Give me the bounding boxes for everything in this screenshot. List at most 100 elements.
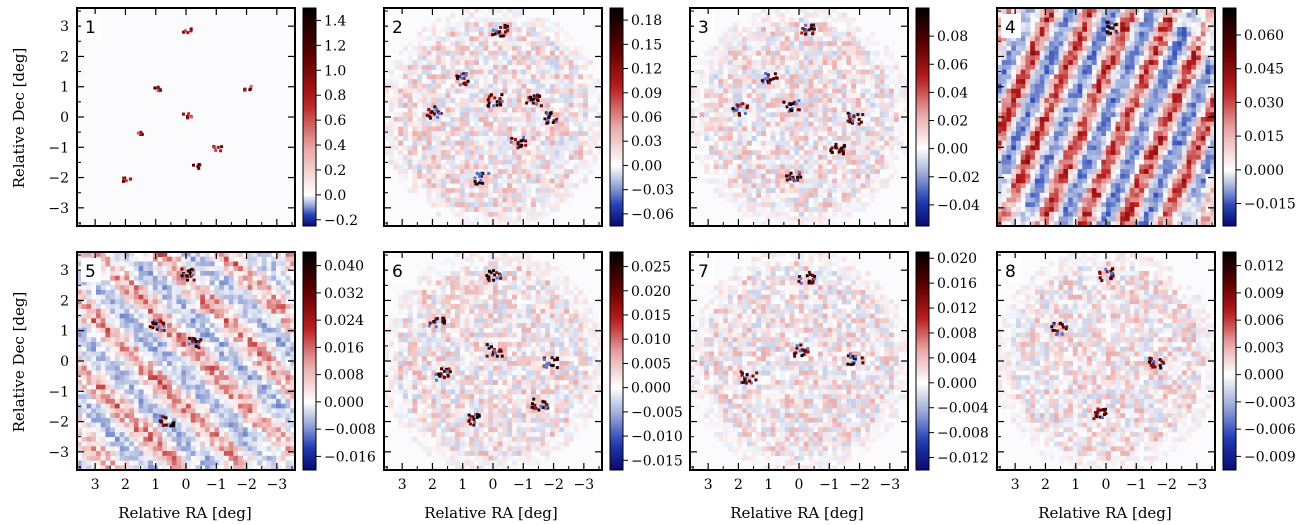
colorbar-tick-label: −0.06 — [631, 207, 674, 223]
colorbar-bar-5 — [303, 252, 316, 470]
colorbar-tick-label: 0.012 — [937, 301, 977, 317]
panel-label-3: 3 — [698, 18, 709, 38]
colorbar-bar-3 — [916, 8, 929, 226]
colorbar-tick-label: 1.4 — [324, 13, 346, 29]
y-tick-label: 2 — [60, 293, 69, 309]
x-tick-label: 1 — [458, 477, 467, 493]
colorbar-tick-label: 0.18 — [631, 13, 662, 29]
heatmap-image-1 — [77, 8, 295, 226]
x-tick-label: −1 — [513, 477, 534, 493]
x-tick-label: −2 — [543, 477, 564, 493]
colorbar-tick-label: 0.010 — [631, 332, 671, 348]
x-tick-label: −2 — [1156, 477, 1177, 493]
x-tick-label: −1 — [819, 477, 840, 493]
colorbar-tick-label: 0.09 — [631, 86, 662, 102]
colorbar-tick-label: 0.045 — [1244, 62, 1284, 78]
colorbar-tick-label: −0.005 — [631, 405, 683, 421]
colorbar-bar-2 — [610, 8, 623, 226]
colorbar-tick-label: 0.00 — [937, 142, 968, 158]
colorbar-tick-label: 0.000 — [631, 381, 671, 397]
x-tick-label: 2 — [1041, 477, 1050, 493]
colorbar-tick-label: 0.040 — [324, 259, 364, 275]
y-axis-label-row1: Relative Dec [deg] — [10, 48, 28, 189]
x-tick-label: −3 — [1187, 477, 1208, 493]
colorbar-tick-label: −0.03 — [631, 183, 674, 199]
colorbar-5: 0.0400.0320.0240.0160.0080.000−0.008−0.0… — [303, 252, 376, 470]
colorbar-tick-label: −0.015 — [1244, 197, 1296, 213]
y-tick-label: −2 — [48, 415, 69, 431]
colorbar-tick-label: 0.006 — [1244, 313, 1284, 329]
x-tick-label: −3 — [267, 477, 288, 493]
heatmap-image-4 — [997, 8, 1215, 226]
panel-6: 3 2 1 0 −1 −2 −36 0.0250.0200.0150.0100.0050.00… — [384, 252, 683, 493]
panel-3: 3 0.08 0.06 0.04 0.02 0.00 −0.02 −0.04 — [690, 8, 980, 226]
colorbar-tick-label: 0.2 — [324, 163, 346, 179]
x-tick-label: 3 — [704, 477, 713, 493]
x-tick-label: 1 — [1071, 477, 1080, 493]
colorbar-tick-label: 0.0 — [324, 188, 346, 204]
colorbar-tick-label: 0.020 — [631, 284, 671, 300]
heatmap-image-6 — [384, 252, 602, 470]
colorbar-tick-label: −0.004 — [937, 401, 989, 417]
y-tick-label: 3 — [60, 19, 69, 35]
colorbar-bar-7 — [916, 252, 929, 470]
heatmap-image-2 — [384, 8, 602, 226]
colorbar-tick-label: 0.015 — [1244, 129, 1284, 145]
colorbar-tick-label: 0.000 — [1244, 368, 1284, 384]
colorbar-tick-label: 0.030 — [1244, 95, 1284, 111]
colorbar-tick-label: 0.00 — [631, 158, 662, 174]
colorbar-tick-label: 0.012 — [1244, 259, 1284, 275]
heatmap-image-3 — [690, 8, 908, 226]
panel-label-5: 5 — [85, 262, 96, 282]
x-axis-label-col4: Relative RA [deg] — [1038, 504, 1172, 522]
colorbar-tick-label: −0.015 — [631, 453, 683, 469]
colorbar-tick-label: −0.009 — [1244, 449, 1296, 465]
panel-label-7: 7 — [698, 262, 709, 282]
colorbar-tick-label: 0.02 — [937, 114, 968, 130]
y-tick-label: 1 — [60, 80, 69, 96]
colorbar-tick-label: 0.4 — [324, 138, 346, 154]
colorbar-tick-label: 0.016 — [937, 276, 977, 292]
x-tick-label: 3 — [91, 477, 100, 493]
colorbar-tick-label: −0.02 — [937, 170, 980, 186]
x-tick-label: −3 — [574, 477, 595, 493]
heatmap-image-7 — [690, 252, 908, 470]
colorbar-4: 0.060 0.045 0.030 0.015 0.000 −0.015 — [1223, 8, 1296, 226]
colorbar-tick-label: −0.003 — [1244, 395, 1296, 411]
colorbar-tick-label: 0.08 — [937, 29, 968, 45]
x-tick-label: 2 — [734, 477, 743, 493]
colorbar-tick-label: 0.06 — [631, 110, 662, 126]
y-tick-label: −3 — [48, 445, 69, 461]
colorbar-tick-label: 1.2 — [324, 38, 346, 54]
colorbar-tick-label: 0.03 — [631, 134, 662, 150]
colorbar-tick-label: 0.016 — [324, 340, 364, 356]
heatmap-image-8 — [997, 252, 1215, 470]
panel-8: 3 2 1 0 −1 −2 −3 8 0.012 0.009 0.006 0.003 0.000 −0.0… — [997, 252, 1296, 493]
panel-4: 4 0.060 0.045 0.030 0.015 0.000 −0.015 — [997, 8, 1296, 226]
colorbar-tick-label: 0.025 — [631, 260, 671, 276]
colorbar-tick-label: −0.006 — [1244, 422, 1296, 438]
colorbar-tick-label: 1.0 — [324, 63, 346, 79]
y-tick-label: −1 — [48, 140, 69, 156]
colorbar-bar-1 — [303, 8, 316, 226]
y-tick-label: 0 — [60, 110, 69, 126]
colorbar-tick-label: −0.008 — [324, 422, 376, 438]
colorbar-tick-label: 0.004 — [937, 351, 977, 367]
colorbar-tick-label: 0.009 — [1244, 286, 1284, 302]
x-tick-label: −2 — [849, 477, 870, 493]
heatmap-image-5 — [77, 252, 295, 470]
y-tick-label: 0 — [60, 354, 69, 370]
y-tick-label: −2 — [48, 171, 69, 187]
colorbar-tick-label: 0.000 — [324, 395, 364, 411]
y-tick-label: −1 — [48, 384, 69, 400]
colorbar-tick-label: 0.000 — [1244, 163, 1284, 179]
colorbar-tick-label: −0.2 — [324, 213, 358, 229]
colorbar-tick-label: 0.060 — [1244, 28, 1284, 44]
colorbar-tick-label: 0.04 — [937, 85, 968, 101]
colorbar-tick-label: 0.024 — [324, 313, 364, 329]
colorbar-tick-label: −0.010 — [631, 429, 683, 445]
x-tick-label: 0 — [1102, 477, 1111, 493]
colorbar-tick-label: 0.8 — [324, 88, 346, 104]
x-tick-label: 1 — [151, 477, 160, 493]
